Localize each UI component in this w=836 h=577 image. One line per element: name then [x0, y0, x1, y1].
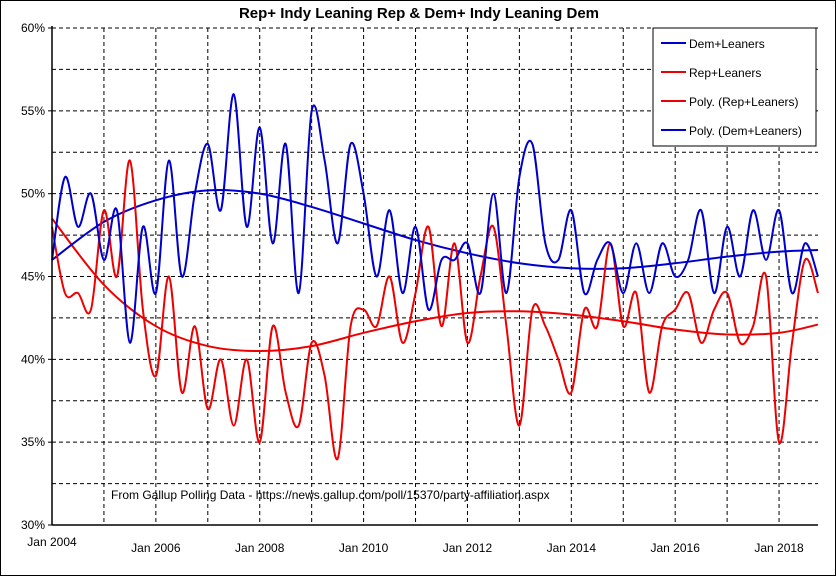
x-tick-label: Jan 2012 [443, 541, 493, 555]
legend-label: Rep+Leaners [689, 66, 761, 80]
x-tick-label: Jan 2014 [547, 541, 597, 555]
series-line-dem-leaners [51, 93, 819, 344]
legend-label: Poly. (Dem+Leaners) [689, 124, 802, 138]
legend: Dem+Leaners Rep+Leaners Poly. (Rep+Leaners… [652, 27, 817, 147]
y-tick-label: 35% [21, 435, 45, 449]
source-annotation: From Gallup Polling Data - https://news.… [111, 488, 550, 502]
chart-title: Rep+ Indy Leaning Rep & Dem+ Indy Leanin… [239, 5, 599, 22]
axes: 30% 35% 40% 45% 50% 55% 60% Jan 2004 Jan 2006 Jan… [21, 21, 818, 555]
x-tick-label: Jan 2006 [131, 541, 181, 555]
legend-box [652, 27, 817, 147]
y-tick-label: 55% [21, 104, 45, 118]
series-lines [51, 93, 819, 461]
x-tick-label: Jan 2018 [754, 541, 804, 555]
y-tick-label: 30% [21, 518, 45, 532]
x-tick-label: Jan 2010 [339, 541, 389, 555]
y-tick-label: 40% [21, 352, 45, 366]
grid [52, 27, 818, 525]
series-line-rep-leaners [51, 159, 819, 461]
series-line-poly-dem-leaners [51, 189, 819, 270]
legend-label: Dem+Leaners [689, 37, 765, 51]
y-tick-label: 50% [21, 187, 45, 201]
legend-label: Poly. (Rep+Leaners) [689, 95, 799, 109]
x-tick-label: Jan 2004 [27, 535, 77, 549]
y-tick-label: 45% [21, 270, 45, 284]
x-tick-label: Jan 2008 [235, 541, 285, 555]
x-tick-label: Jan 2016 [650, 541, 700, 555]
y-tick-label: 60% [21, 21, 45, 35]
